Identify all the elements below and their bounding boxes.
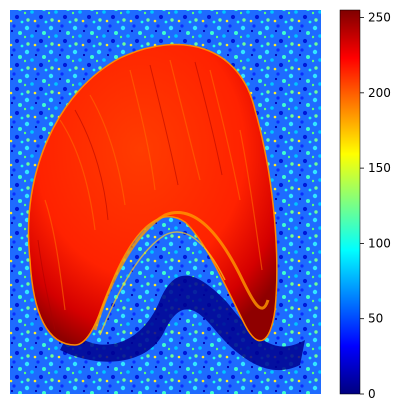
colorbar-tick-label: 50 bbox=[368, 312, 383, 326]
colorbar-tick-label: 150 bbox=[368, 161, 391, 175]
colorbar-tick-label: 200 bbox=[368, 86, 391, 100]
colorbar-tick-label: 0 bbox=[368, 387, 376, 401]
heatmap-plot-area bbox=[10, 10, 321, 394]
colorbar-tick-label: 250 bbox=[368, 11, 391, 25]
heatmap-fold-edge bbox=[93, 211, 270, 331]
colorbar-tick-label: 100 bbox=[368, 236, 391, 250]
heatmap-dark-streaks bbox=[37, 61, 223, 331]
heatmap-shadow-region bbox=[60, 275, 305, 371]
colorbar-gradient bbox=[339, 9, 361, 395]
heatmap-texture bbox=[44, 59, 263, 311]
colorbar: 0 50 100 150 200 250 bbox=[339, 9, 391, 401]
colorbar-ticks: 0 50 100 150 200 250 bbox=[360, 11, 391, 401]
heatmap-fold-edge-inner bbox=[99, 231, 226, 336]
